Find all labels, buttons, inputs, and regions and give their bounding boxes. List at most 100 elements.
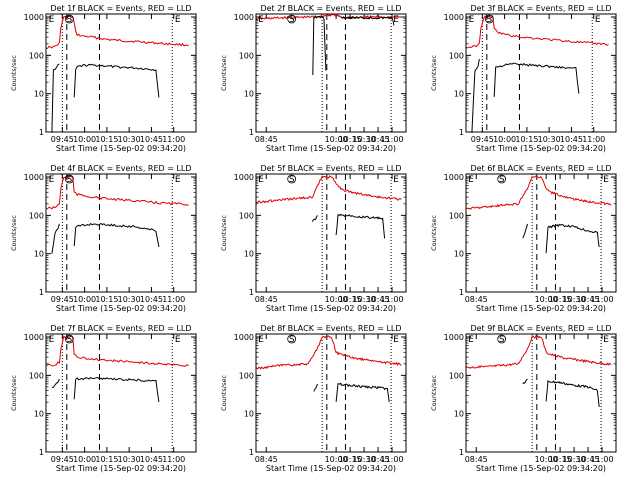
x-tick-label: 08:45 <box>255 135 278 144</box>
y-tick-label: 1 <box>249 288 254 297</box>
marker-circle <box>287 334 297 344</box>
event-marker-label: S <box>499 175 505 185</box>
y-tick-label: 1 <box>39 448 44 457</box>
detector-panel: Det 1f BLACK = Events, RED = LLD Counts/s… <box>10 4 197 153</box>
x-tick-label: 10:30 <box>118 295 141 304</box>
panel-title: Det 8f BLACK = Events, RED = LLD <box>260 324 401 333</box>
y-tick-label: 1 <box>459 128 464 137</box>
y-axis-label: Counts/sec <box>430 215 438 251</box>
events-series-line <box>51 223 60 254</box>
detector-panel: Det 9f BLACK = Events, RED = LLD Counts/s… <box>430 324 617 473</box>
panel-title: Det 6f BLACK = Events, RED = LLD <box>470 164 611 173</box>
x-tick-label: 10:45 <box>367 455 390 464</box>
y-tick-label: 100 <box>239 51 254 60</box>
lld-series-line <box>255 175 402 204</box>
events-series-line <box>493 62 580 97</box>
x-tick-label: 09:45 <box>51 295 74 304</box>
plot-frame <box>465 173 617 293</box>
panel-title: Det 9f BLACK = Events, RED = LLD <box>470 324 611 333</box>
x-tick-label: 10:15 <box>339 135 362 144</box>
y-tick-label: 100 <box>449 211 464 220</box>
lld-series-line <box>255 13 402 21</box>
y-axis-label: Counts/sec <box>430 55 438 91</box>
detector-panel: Det 3f BLACK = Events, RED = LLD Counts/s… <box>430 4 617 153</box>
x-axis-label: Start Time (15-Sep-02 09:34:20) <box>476 464 606 473</box>
x-tick-label: 11:00 <box>162 455 185 464</box>
event-marker-label: E <box>468 335 474 345</box>
y-tick-label: 10 <box>34 410 44 419</box>
plot-frame <box>45 333 197 453</box>
events-series-line <box>51 378 60 389</box>
x-tick-label: 10:15 <box>339 295 362 304</box>
event-marker-label: E <box>393 15 399 25</box>
events-series-line <box>545 223 600 254</box>
x-tick-label: 09:45 <box>51 455 74 464</box>
lld-series-line <box>465 175 612 210</box>
y-tick-label: 10 <box>454 90 464 99</box>
event-marker-label: S <box>66 335 72 345</box>
detector-panel: Det 2f BLACK = Events, RED = LLD Counts/s… <box>220 4 407 153</box>
x-tick-label: 10:15 <box>95 295 118 304</box>
plot-frame <box>255 13 407 133</box>
events-series-line <box>73 63 160 98</box>
lld-series-line <box>46 176 189 210</box>
marker-circle <box>497 174 507 184</box>
x-axis-label: Start Time (15-Sep-02 09:34:20) <box>56 144 186 153</box>
x-tick-label: 10:00 <box>73 135 96 144</box>
y-tick-label: 10 <box>34 90 44 99</box>
x-tick-label: 10:30 <box>353 295 376 304</box>
x-tick-label: 11:00 <box>162 135 185 144</box>
x-tick-label: 10:45 <box>367 135 390 144</box>
event-marker-label: E <box>175 175 181 185</box>
marker-circle <box>484 14 494 24</box>
x-tick-label: 10:15 <box>549 295 572 304</box>
y-tick-label: 100 <box>29 51 44 60</box>
x-tick-label: 10:45 <box>560 135 583 144</box>
x-tick-label: 10:30 <box>118 135 141 144</box>
y-axis-label: Counts/sec <box>430 375 438 411</box>
x-axis-label: Start Time (15-Sep-02 09:34:20) <box>266 464 396 473</box>
event-marker-label: E <box>258 175 264 185</box>
x-axis-label: Start Time (15-Sep-02 09:34:20) <box>476 304 606 313</box>
x-tick-label: 10:15 <box>339 455 362 464</box>
y-tick-label: 1000 <box>444 333 464 342</box>
events-series-line <box>335 382 390 403</box>
x-axis-label: Start Time (15-Sep-02 09:34:20) <box>266 144 396 153</box>
panel-title: Det 7f BLACK = Events, RED = LLD <box>50 324 191 333</box>
y-axis-label: Counts/sec <box>220 375 228 411</box>
y-tick-label: 100 <box>239 371 254 380</box>
y-tick-label: 10 <box>244 250 254 259</box>
event-marker-label: E <box>258 15 264 25</box>
x-tick-label: 11:00 <box>162 295 185 304</box>
event-marker-label: E <box>603 335 609 345</box>
events-series-line <box>313 383 318 392</box>
events-series-line <box>312 15 327 76</box>
marker-circle <box>64 174 74 184</box>
event-marker-label: E <box>393 175 399 185</box>
panel-title: Det 5f BLACK = Events, RED = LLD <box>260 164 401 173</box>
x-tick-label: 10:00 <box>493 135 516 144</box>
event-marker-label: E <box>49 15 55 25</box>
x-axis-label: Start Time (15-Sep-02 09:34:20) <box>56 304 186 313</box>
x-tick-label: 10:00 <box>535 455 558 464</box>
y-tick-label: 1 <box>249 448 254 457</box>
x-tick-label: 11:00 <box>582 135 605 144</box>
x-tick-label: 10:30 <box>563 295 586 304</box>
y-tick-label: 1 <box>459 288 464 297</box>
x-axis-label: Start Time (15-Sep-02 09:34:20) <box>56 464 186 473</box>
event-marker-label: S <box>486 15 492 25</box>
x-tick-label: 11:00 <box>590 455 613 464</box>
x-tick-label: 10:45 <box>140 295 163 304</box>
event-marker-label: E <box>469 15 475 25</box>
event-marker-label: E <box>595 15 601 25</box>
y-tick-label: 10 <box>454 250 464 259</box>
events-series-line <box>522 378 528 385</box>
x-axis-label: Start Time (15-Sep-02 09:34:20) <box>266 304 396 313</box>
event-marker-label: E <box>258 335 264 345</box>
events-series-line <box>335 213 386 239</box>
x-tick-label: 10:45 <box>367 295 390 304</box>
lld-series-line <box>465 335 612 369</box>
marker-circle <box>497 334 507 344</box>
x-tick-label: 10:30 <box>353 135 376 144</box>
